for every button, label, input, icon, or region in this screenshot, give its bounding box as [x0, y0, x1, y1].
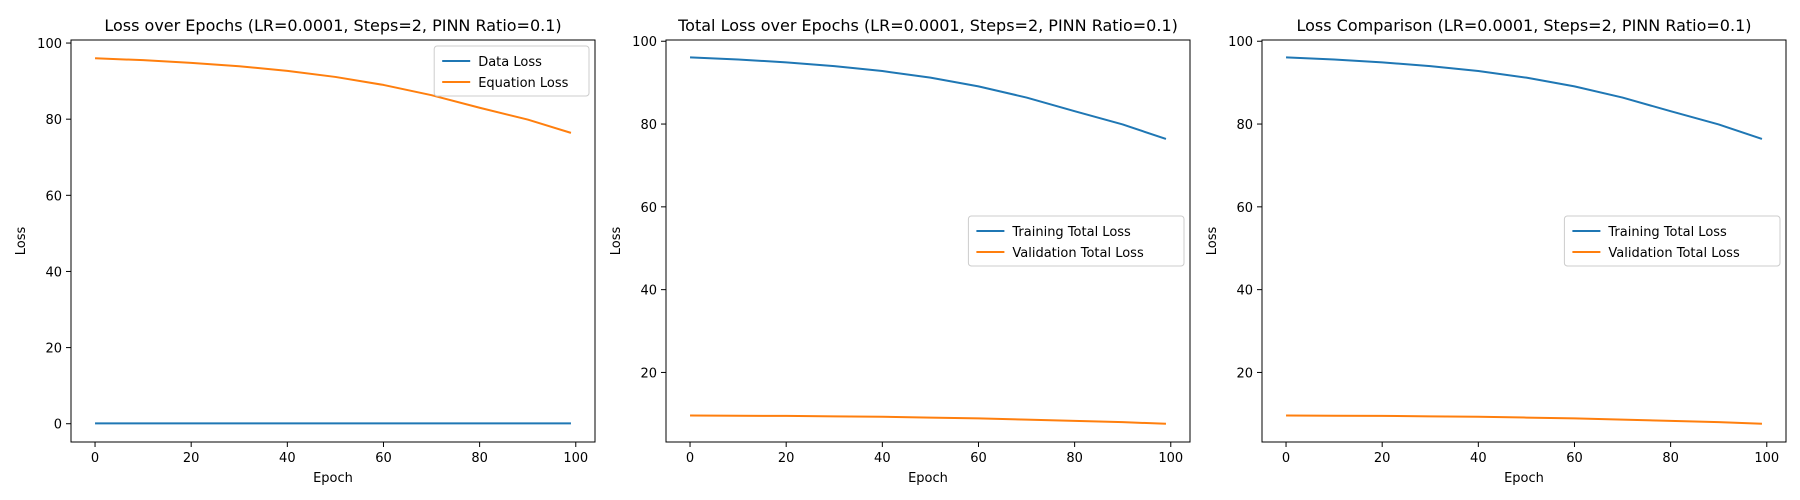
y-tick-label: 20: [1236, 366, 1253, 381]
legend-entry: Validation Total Loss: [1012, 246, 1144, 261]
y-tick-label: 20: [640, 366, 657, 381]
y-axis-label: Loss: [1205, 227, 1220, 256]
x-tick-label: 20: [183, 451, 200, 466]
x-tick-label: 0: [91, 451, 99, 466]
y-axis-label: Loss: [14, 227, 29, 256]
chart-title: Loss over Epochs (LR=0.0001, Steps=2, PI…: [104, 16, 561, 35]
y-tick-label: 40: [45, 265, 62, 280]
legend-box: [433, 45, 590, 97]
legend-entry: Equation Loss: [478, 76, 568, 91]
series-line-2: [1286, 414, 1762, 425]
legend-entry: Training Total Loss: [1011, 225, 1131, 240]
y-tick-label: 100: [632, 35, 657, 50]
x-tick-label: 100: [1158, 451, 1183, 466]
x-tick-label: 60: [375, 451, 392, 466]
y-tick-label: 40: [640, 284, 657, 299]
x-tick-label: 20: [1374, 451, 1391, 466]
y-tick-label: 80: [45, 113, 62, 128]
legend-box: [1563, 215, 1781, 267]
y-axis-label: Loss: [609, 227, 624, 256]
x-tick-label: 80: [1662, 451, 1679, 466]
y-tick-label: 0: [54, 418, 62, 433]
legend-entry: Data Loss: [478, 55, 542, 70]
legend-entry: Training Total Loss: [1607, 225, 1727, 240]
y-tick-label: 80: [1236, 118, 1253, 133]
legend: Training Total Loss Validation Total Loss: [967, 215, 1185, 267]
y-tick-label: 40: [1236, 284, 1253, 299]
legend: Data Loss Equation Loss: [433, 45, 590, 97]
y-tick-label: 100: [37, 37, 62, 52]
y-tick-label: 60: [45, 189, 62, 204]
legend-entry: Validation Total Loss: [1608, 246, 1740, 261]
axes-frame: [665, 39, 1191, 443]
x-axis-label: Epoch: [1504, 471, 1544, 486]
x-tick-label: 40: [874, 451, 891, 466]
x-axis-label: Epoch: [908, 471, 948, 486]
x-tick-label: 80: [471, 451, 488, 466]
x-tick-label: 20: [778, 451, 795, 466]
y-tick-label: 100: [1228, 35, 1253, 50]
series-line-1: [689, 56, 1167, 140]
chart-title: Total Loss over Epochs (LR=0.0001, Steps…: [677, 16, 1178, 35]
chart-panel-3: Loss Comparison (LR=0.0001, Steps=2, PIN…: [1205, 16, 1787, 486]
chart-panel-1: Loss over Epochs (LR=0.0001, Steps=2, PI…: [14, 16, 596, 486]
y-tick-label: 60: [640, 201, 657, 216]
x-tick-label: 0: [686, 451, 694, 466]
x-axis-label: Epoch: [313, 471, 353, 486]
chart-title: Loss Comparison (LR=0.0001, Steps=2, PIN…: [1297, 16, 1752, 35]
y-tick-label: 60: [1236, 201, 1253, 216]
series-line-2: [95, 57, 572, 134]
x-tick-label: 0: [1282, 451, 1290, 466]
x-tick-label: 40: [279, 451, 296, 466]
x-tick-label: 100: [1754, 451, 1779, 466]
x-tick-label: 40: [1470, 451, 1487, 466]
x-tick-label: 60: [1566, 451, 1583, 466]
x-tick-label: 100: [563, 451, 588, 466]
y-tick-label: 20: [45, 342, 62, 357]
legend-box: [967, 215, 1185, 267]
series-line-2: [690, 414, 1166, 425]
y-tick-label: 80: [640, 118, 657, 133]
x-tick-label: 60: [970, 451, 987, 466]
axes-frame: [70, 39, 596, 443]
legend: Training Total Loss Validation Total Loss: [1563, 215, 1781, 267]
axes-frame: [1261, 39, 1787, 443]
x-tick-label: 80: [1066, 451, 1083, 466]
chart-panel-2: Total Loss over Epochs (LR=0.0001, Steps…: [609, 16, 1191, 486]
series-line-1: [1285, 56, 1763, 140]
